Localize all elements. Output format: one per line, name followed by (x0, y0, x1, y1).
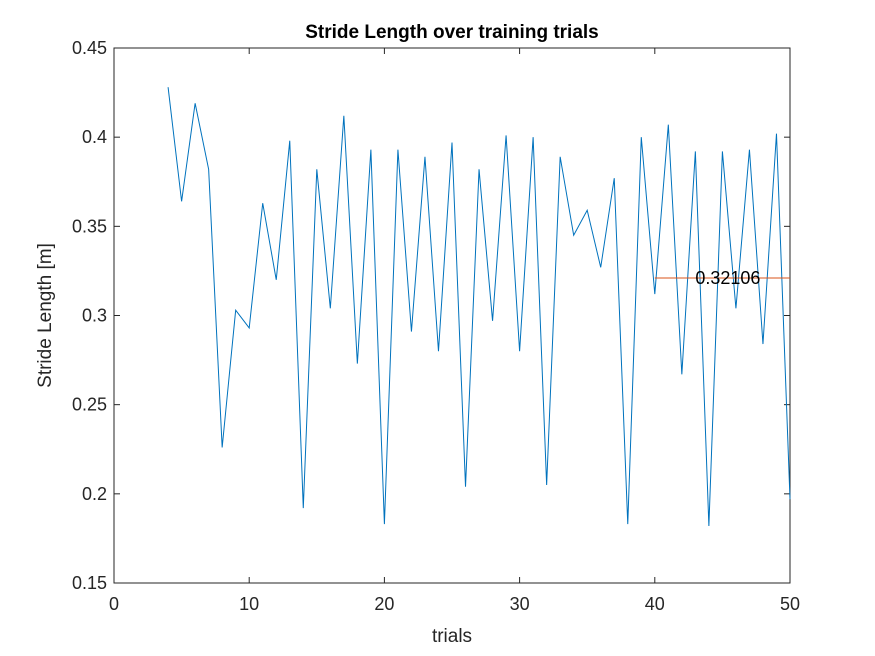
annotation-label: 0.32106 (695, 268, 760, 288)
x-tick-label: 20 (374, 594, 394, 614)
y-tick-label: 0.3 (82, 306, 107, 326)
x-tick-label: 10 (239, 594, 259, 614)
x-axis-label: trials (432, 626, 472, 647)
x-tick-label: 30 (510, 594, 530, 614)
annotations: 0.32106 (695, 268, 760, 288)
y-tick-label: 0.25 (72, 395, 107, 415)
tick-labels: 0 10 20 30 40 50 0.15 0.2 0.25 0.3 0.35 0.4 0.45 (72, 38, 800, 614)
y-tick-label: 0.45 (72, 38, 107, 58)
series-line-stride-length (167, 87, 791, 526)
y-axis-label: Stride Length [m] (35, 243, 56, 388)
x-tick-label: 40 (645, 594, 665, 614)
chart-title: Stride Length over training trials (305, 22, 599, 43)
series-group (167, 87, 791, 526)
tick-marks (113, 47, 791, 584)
y-tick-label: 0.15 (72, 573, 107, 593)
y-tick-label: 0.2 (82, 484, 107, 504)
y-tick-label: 0.4 (82, 127, 107, 147)
x-tick-label: 50 (780, 594, 800, 614)
x-tick-label: 0 (109, 594, 119, 614)
plot-area (113, 47, 791, 584)
y-tick-label: 0.35 (72, 216, 107, 236)
